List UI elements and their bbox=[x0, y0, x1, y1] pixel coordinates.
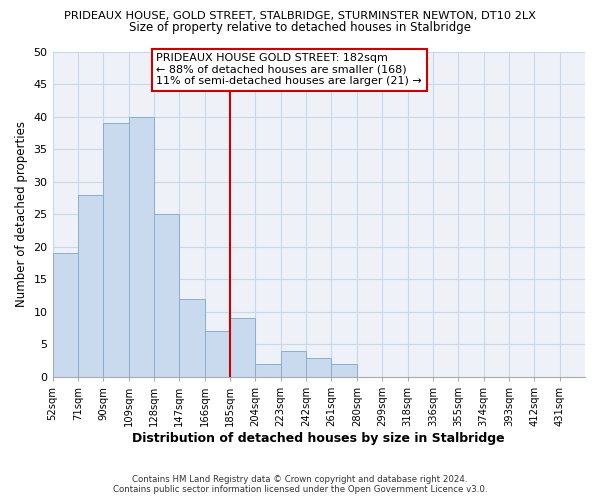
Text: Contains HM Land Registry data © Crown copyright and database right 2024.
Contai: Contains HM Land Registry data © Crown c… bbox=[113, 474, 487, 494]
Bar bbox=[53, 254, 78, 377]
Bar bbox=[205, 332, 230, 377]
Text: PRIDEAUX HOUSE GOLD STREET: 182sqm
← 88% of detached houses are smaller (168)
11: PRIDEAUX HOUSE GOLD STREET: 182sqm ← 88%… bbox=[157, 53, 422, 86]
Y-axis label: Number of detached properties: Number of detached properties bbox=[15, 122, 28, 308]
Bar bbox=[103, 123, 128, 377]
Bar bbox=[78, 194, 103, 377]
X-axis label: Distribution of detached houses by size in Stalbridge: Distribution of detached houses by size … bbox=[133, 432, 505, 445]
Text: PRIDEAUX HOUSE, GOLD STREET, STALBRIDGE, STURMINSTER NEWTON, DT10 2LX: PRIDEAUX HOUSE, GOLD STREET, STALBRIDGE,… bbox=[64, 11, 536, 21]
Bar bbox=[331, 364, 357, 377]
Bar bbox=[179, 299, 205, 377]
Bar bbox=[306, 358, 331, 377]
Bar bbox=[230, 318, 256, 377]
Bar bbox=[128, 116, 154, 377]
Text: Size of property relative to detached houses in Stalbridge: Size of property relative to detached ho… bbox=[129, 21, 471, 34]
Bar bbox=[256, 364, 281, 377]
Bar bbox=[154, 214, 179, 377]
Bar bbox=[281, 351, 306, 377]
